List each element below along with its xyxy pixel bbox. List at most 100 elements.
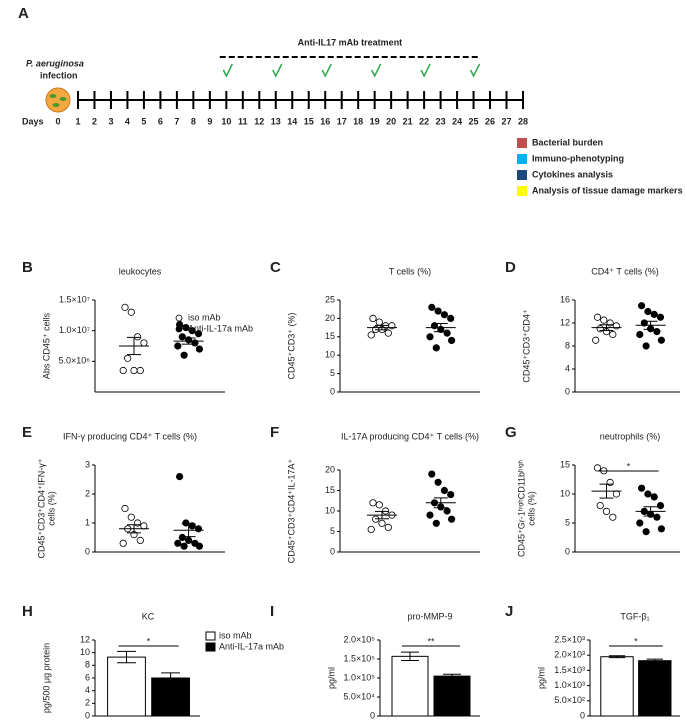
y-tick-label: 5.0×10⁶ [59,356,91,366]
data-point [650,310,658,318]
y-tick-label: 1.0×10⁵ [343,672,375,682]
y-tick-label: 15 [325,331,335,341]
y-tick-label: 5 [565,517,570,527]
chart-title: leukocytes [119,266,162,276]
chart-title: neutrophils (%) [600,431,661,441]
legend-text: iso mAb [188,312,221,322]
data-point [593,313,602,321]
panel-label: C [270,259,281,276]
data-point [606,319,614,327]
y-tick-label: 6 [85,672,90,682]
bacterium [49,94,57,98]
y-tick-label: 10 [560,488,570,498]
y-tick-label: 0 [565,386,570,396]
significance-label: ** [427,636,435,646]
day-label: 2 [92,116,97,126]
y-tick-label: 2.0×10⁵ [343,634,375,644]
legend-swatch [205,642,216,652]
bar [107,656,146,717]
data-point [636,330,644,339]
y-tick-label: 5 [330,368,335,378]
y-tick-label: 4 [85,685,90,695]
data-point [650,493,658,501]
y-tick-label: 20 [325,313,335,323]
data-point [637,484,646,492]
data-point [178,333,186,341]
y-tick-label: 0 [330,386,335,396]
data-point [130,366,138,375]
day-label: 23 [436,116,446,126]
y-axis-label: cells (%) [46,491,56,526]
significance-label: * [147,636,151,646]
y-tick-label: 8 [85,660,90,670]
y-axis-label: CD45⁺CD3⁺CD4⁺ [521,309,531,383]
y-tick-label: 15 [560,459,570,469]
data-point [636,519,644,527]
data-point [440,486,448,495]
data-point [612,490,621,498]
data-point [134,333,142,341]
data-point [432,519,440,527]
day-label: 13 [271,116,281,126]
data-point [428,303,436,311]
data-point [642,528,650,536]
day-label: 21 [403,116,413,126]
data-point [121,303,129,311]
significance-label: * [627,461,631,471]
chart-title: T cells (%) [389,266,431,276]
y-tick-label: 10 [325,505,335,515]
day-label: 19 [370,116,380,126]
legend-swatch [205,631,216,641]
days-label: Days [22,116,44,126]
data-point [426,511,434,519]
data-point [596,501,604,510]
data-point [432,344,440,352]
legend-text: Anti-IL-17a mAb [188,323,253,333]
data-point [136,366,144,375]
day-label: 28 [518,116,528,126]
panel-label: A [18,5,29,22]
data-point [182,519,190,527]
y-tick-label: 1.0×10⁷ [59,325,90,335]
legend-text: Immuno-phenotyping [532,153,624,163]
day-label: 14 [287,116,297,126]
day-label: 10 [221,116,231,126]
data-point [369,314,377,322]
day-label: 18 [353,116,363,126]
data-point [185,536,193,545]
data-point [127,308,135,316]
data-point [656,313,665,321]
data-point [443,329,451,337]
legend-swatch [517,138,527,148]
data-point [637,302,646,310]
bar [391,655,429,717]
legend-text: Cytokines analysis [532,169,613,179]
panel-label: B [22,259,33,276]
day-label: 12 [254,116,264,126]
chart-title: IL-17A producing CD4⁺ T cells (%) [341,431,479,441]
y-tick-label: 0 [580,710,585,720]
bar [638,660,672,717]
data-point [140,339,148,347]
data-point [609,330,617,339]
y-axis-label: cells (%) [526,491,536,526]
day-label: 27 [502,116,512,126]
data-point [596,325,604,333]
y-axis-label: Abs CD45⁺ cells [41,312,51,379]
data-point [428,470,436,478]
data-point [180,542,188,550]
panel-label: D [505,259,516,276]
panel-label: E [22,424,32,441]
data-point [124,354,132,362]
bacterium [52,103,60,107]
day-label: 20 [386,116,396,126]
legend-marker [175,325,183,333]
data-point [375,501,383,509]
day-label: 1 [75,116,80,126]
significance-label: * [634,636,638,646]
data-point [426,333,434,341]
data-point [644,490,652,498]
data-point [195,345,203,353]
day-label: 17 [337,116,347,126]
day-label: 0 [55,116,60,126]
